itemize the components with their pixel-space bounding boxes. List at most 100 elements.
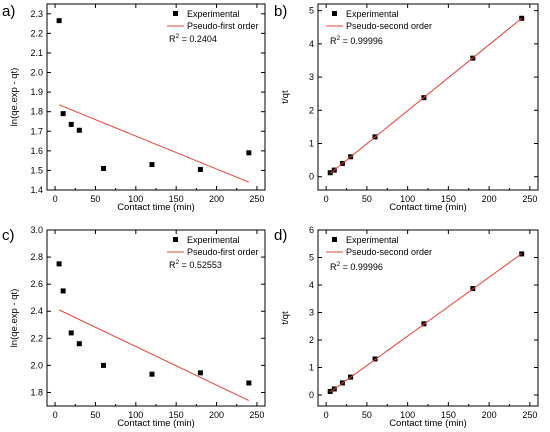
y-tick-label: 4 (309, 280, 314, 290)
data-point (149, 162, 155, 168)
y-tick-label: 1.8 (30, 107, 43, 117)
y-tick-label: 3 (309, 308, 314, 318)
x-tick-label: 100 (128, 410, 143, 420)
data-point (76, 127, 82, 133)
y-tick-label: 1.5 (30, 165, 43, 175)
x-axis-label: Contact time (min) (389, 202, 467, 213)
data-point (101, 362, 107, 368)
panel-label: a) (2, 3, 15, 20)
data-point (68, 330, 74, 336)
r-squared-value: = 0.99996 (340, 36, 383, 46)
x-axis-label: Contact time (min) (117, 418, 195, 429)
legend-label: Pseudo-second order (346, 21, 432, 31)
y-axis-label: t/qt (280, 90, 291, 104)
r-squared-prefix: R (169, 260, 176, 270)
legend-label: Experimental (346, 9, 399, 19)
x-axis-label: Contact time (min) (117, 202, 195, 213)
legend-marker (332, 237, 337, 242)
x-tick-label: 200 (209, 194, 224, 204)
x-tick-label: 0 (53, 410, 58, 420)
chart-panel-a: a) 0 50 100 150 200 250 1.4 1.5 1.6 1.7 1.8 1.9 2.0 2.… (2, 3, 266, 213)
x-tick-label: 250 (249, 410, 264, 420)
y-tick-label: 2.8 (30, 252, 43, 262)
data-point (246, 380, 252, 386)
r-squared-prefix: R (330, 262, 337, 272)
data-point (60, 288, 66, 294)
r-squared-value: = 0.99996 (340, 262, 383, 272)
legend-marker (332, 11, 337, 16)
legend-label: Experimental (187, 235, 240, 245)
data-point (197, 370, 203, 376)
y-tick-label: 4 (309, 39, 314, 49)
y-tick-label: 2.0 (30, 68, 43, 78)
y-tick-label: 2 (309, 105, 314, 115)
x-axis-label: Contact time (min) (389, 418, 467, 429)
r-squared-prefix: R (330, 36, 337, 46)
legend-label: Pseudo-first order (187, 247, 259, 257)
r-squared-prefix: R (169, 34, 176, 44)
data-point (76, 341, 82, 347)
x-tick-label: 50 (362, 410, 372, 420)
r-squared-superscript: 2 (337, 261, 341, 268)
data-point (56, 261, 62, 267)
r-squared-annotation: R2 = 0.99996 (330, 261, 383, 272)
chart-panel-d: d) 0 50 100 150 200 250 0 1 2 3 4 5 6 Contact time (mi… (274, 225, 539, 429)
y-tick-label: 2.2 (30, 333, 43, 343)
data-point (246, 150, 252, 156)
x-tick-label: 150 (169, 194, 184, 204)
y-tick-label: 0 (309, 390, 314, 400)
chart-panel-c: c) 0 50 100 150 200 250 1.8 2.0 2.2 2.4 2.6 2.8 3.0 Co… (2, 225, 266, 429)
y-tick-label: 3 (309, 72, 314, 82)
y-tick-label: 6 (309, 225, 314, 235)
panel-label: c) (2, 227, 15, 244)
x-tick-label: 100 (400, 194, 415, 204)
legend-label: Experimental (346, 235, 399, 245)
data-point (327, 170, 333, 176)
y-tick-label: 1.8 (30, 387, 43, 397)
y-tick-label: 5 (309, 253, 314, 263)
y-tick-label: 2.0 (30, 360, 43, 370)
y-tick-label: 2.2 (30, 28, 43, 38)
y-tick-label: 1.4 (30, 185, 43, 195)
chart-panel-b: b) 0 50 100 150 200 250 0 1 2 3 4 5 Contact time (min… (274, 3, 539, 213)
data-point (56, 18, 62, 24)
x-tick-label: 50 (362, 194, 372, 204)
x-tick-label: 50 (90, 194, 100, 204)
data-point (68, 121, 74, 127)
r-squared-superscript: 2 (176, 259, 180, 266)
y-tick-label: 1.9 (30, 87, 43, 97)
plot-frame (46, 3, 266, 191)
x-tick-label: 100 (128, 194, 143, 204)
x-tick-label: 150 (441, 410, 456, 420)
y-tick-label: 1 (309, 139, 314, 149)
data-point (372, 356, 378, 362)
y-axis-label: ln(qe.exp - qt) (9, 289, 20, 348)
y-tick-label: 1 (309, 363, 314, 373)
x-tick-label: 0 (324, 410, 329, 420)
panel-label: b) (274, 3, 287, 20)
y-axis-label: ln(qe.exp - qt) (9, 68, 20, 127)
legend-marker (173, 11, 178, 16)
r-squared-value: = 0.2404 (179, 34, 217, 44)
x-tick-label: 150 (441, 194, 456, 204)
data-point (60, 111, 66, 117)
y-tick-label: 2 (309, 335, 314, 345)
x-tick-label: 0 (53, 194, 58, 204)
r-squared-annotation: R2 = 0.99996 (330, 35, 383, 46)
fit-line (329, 17, 523, 174)
fit-line (58, 309, 250, 402)
data-point (149, 371, 155, 377)
x-tick-label: 200 (482, 410, 497, 420)
legend-label: Pseudo-first order (187, 21, 259, 31)
legend-marker (173, 237, 178, 242)
y-tick-label: 2.3 (30, 9, 43, 19)
y-tick-label: 3.0 (30, 225, 43, 235)
data-point (197, 166, 203, 172)
r-squared-value: = 0.52553 (179, 260, 222, 270)
r-squared-superscript: 2 (337, 35, 341, 42)
x-tick-label: 250 (522, 410, 537, 420)
x-tick-label: 150 (169, 410, 184, 420)
r-squared-annotation: R2 = 0.2404 (169, 33, 217, 44)
x-tick-label: 250 (249, 194, 264, 204)
r-squared-superscript: 2 (176, 33, 180, 40)
